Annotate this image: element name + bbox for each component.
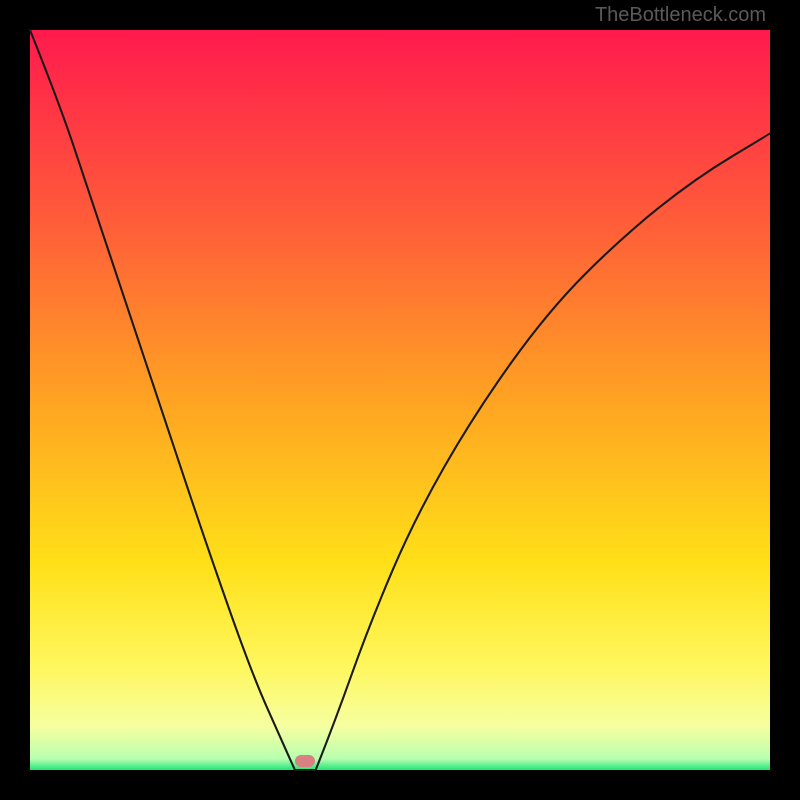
v-curve-line (30, 30, 770, 770)
plot-area (30, 30, 770, 770)
watermark-text: TheBottleneck.com (595, 4, 766, 27)
notch-marker (295, 755, 315, 767)
chart-frame: TheBottleneck.com (0, 0, 800, 800)
curve-path (30, 30, 770, 770)
